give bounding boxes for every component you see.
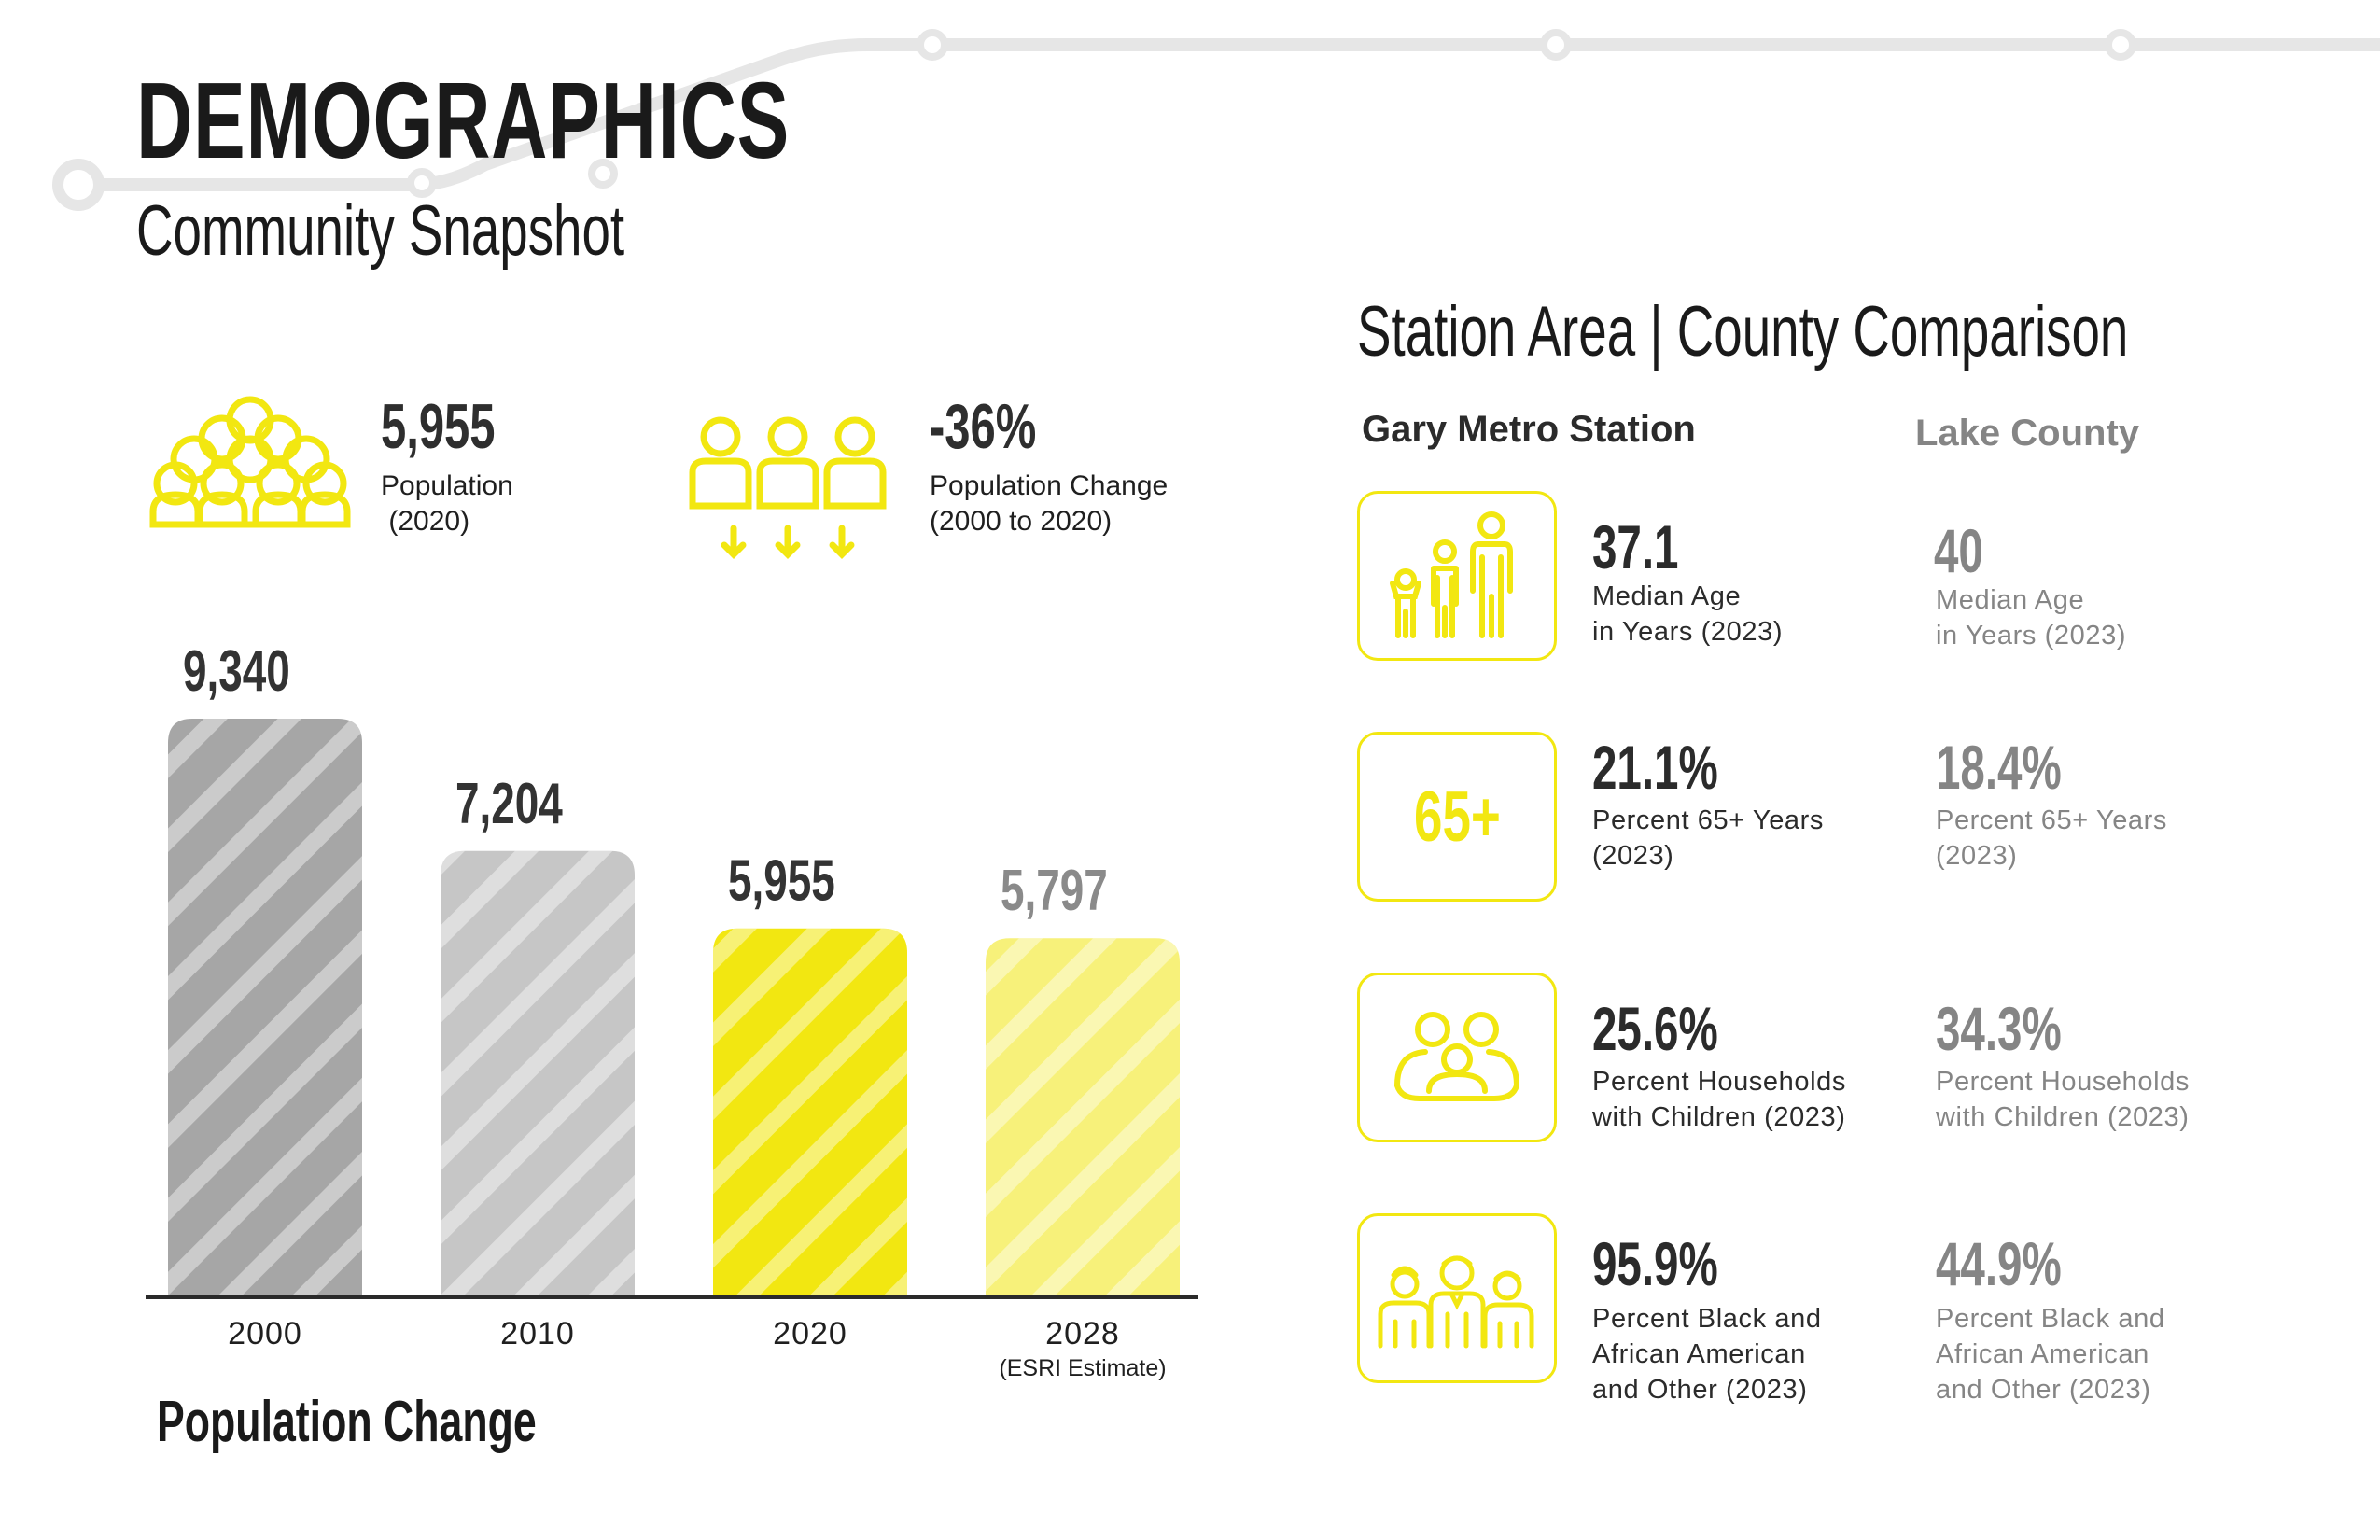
county-households-label: Percent Households with Children (2023) (1936, 1067, 2190, 1132)
crowd-icon (149, 396, 351, 528)
family-ages-icon (1390, 511, 1513, 638)
median-age-card (1357, 491, 1557, 661)
county-race-value: 44.9% (1936, 1229, 2062, 1298)
bar-hatch-2010 (441, 850, 635, 1297)
population-decline-icon (689, 416, 887, 559)
county-65-plus-value: 18.4% (1936, 733, 2062, 802)
diverse-people-icon (1378, 1255, 1534, 1349)
population-change-label: Population Change (2000 to 2020) (930, 470, 1169, 537)
rail-stop-icon (917, 29, 948, 61)
bar-value-label: 9,340 (183, 638, 290, 703)
county-households-value: 34.3% (1936, 994, 2062, 1063)
sixty-five-plus-icon: 65+ (1413, 777, 1501, 857)
comparison-title: Station Area | County Comparison (1357, 292, 2129, 371)
bar-value-label: 5,797 (1001, 858, 1108, 922)
rail-stop-icon (588, 159, 618, 189)
household-children-icon (1394, 1012, 1519, 1101)
race-card (1357, 1213, 1557, 1383)
station-households-label: Percent Households with Children (2023) (1592, 1067, 1846, 1132)
population-value: 5,955 (381, 391, 496, 462)
page-subtitle: Community Snapshot (136, 191, 625, 271)
bar-value-label: 7,204 (455, 771, 563, 835)
rail-stop-icon (407, 168, 437, 198)
station-race-label: Percent Black and African American and O… (1592, 1304, 1822, 1405)
transit-line-decoration (52, 29, 2380, 211)
population-bar-chart: 9,340 2000 7,204 2010 5,955 2020 5,797 2028 (ESR… (146, 638, 1198, 1381)
bar-value-label: 5,955 (728, 848, 835, 913)
x-tick-label: 2010 (500, 1316, 575, 1351)
population-label: Population (2020) (381, 470, 513, 537)
rail-stop-icon (1540, 29, 1572, 61)
population-change-value: -36% (930, 391, 1037, 462)
page-title: DEMOGRAPHICS (136, 60, 791, 181)
county-median-age-value: 40 (1934, 516, 1983, 585)
station-households-value: 25.6% (1592, 994, 1718, 1063)
bar-hatch-2028 (986, 938, 1180, 1297)
station-race-value: 95.9% (1592, 1229, 1718, 1298)
bar-hatch-2000 (168, 719, 362, 1297)
chart-title: Population Change (157, 1390, 537, 1454)
station-65-plus-label: Percent 65+ Years (2023) (1592, 805, 1825, 871)
rail-stop-icon (2105, 29, 2136, 61)
station-65-plus-value: 21.1% (1592, 733, 1718, 802)
station-median-age-label: Median Age in Years (2023) (1592, 581, 1784, 647)
x-tick-label: 2000 (228, 1316, 302, 1351)
x-tick-note: (ESRI Estimate) (999, 1355, 1166, 1381)
x-tick-label: 2020 (773, 1316, 847, 1351)
station-heading: Gary Metro Station (1362, 409, 1696, 450)
station-median-age-value: 37.1 (1592, 512, 1679, 581)
bar-hatch-2020 (713, 928, 907, 1297)
households-children-card (1357, 973, 1557, 1142)
x-tick-label: 2028 (1045, 1316, 1120, 1351)
county-heading: Lake County (1915, 413, 2140, 454)
rail-stop-icon (52, 159, 105, 211)
county-65-plus-label: Percent 65+ Years (2023) (1936, 805, 2168, 871)
county-median-age-label: Median Age in Years (2023) (1936, 585, 2127, 651)
county-race-label: Percent Black and African American and O… (1936, 1304, 2165, 1405)
sixty-five-plus-card: 65+ (1357, 732, 1557, 902)
